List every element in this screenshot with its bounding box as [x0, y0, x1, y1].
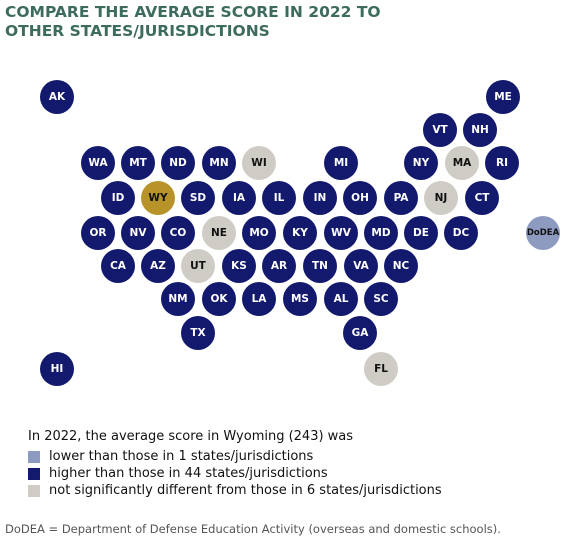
state-me: ME — [486, 80, 520, 114]
state-nj: NJ — [424, 181, 458, 215]
state-ut: UT — [181, 249, 215, 283]
legend-item-lower: lower than those in 1 states/jurisdictio… — [28, 448, 548, 465]
state-in: IN — [303, 181, 337, 215]
legend-item-higher: higher than those in 44 states/jurisdict… — [28, 465, 548, 482]
state-sd: SD — [181, 181, 215, 215]
state-id: ID — [101, 181, 135, 215]
legend-label-not-significant: not significantly different from those i… — [49, 483, 442, 498]
state-vt: VT — [423, 113, 457, 147]
state-co: CO — [161, 216, 195, 250]
state-ma: MA — [445, 146, 479, 180]
legend-label-higher: higher than those in 44 states/jurisdict… — [49, 466, 328, 481]
state-pa: PA — [384, 181, 418, 215]
state-wv: WV — [324, 216, 358, 250]
legend-intro: In 2022, the average score in Wyoming (2… — [28, 429, 354, 444]
state-tx: TX — [181, 316, 215, 350]
state-ms: MS — [283, 282, 317, 316]
legend-item-not-significant: not significantly different from those i… — [28, 482, 548, 499]
state-dodea: DoDEA — [526, 216, 560, 250]
state-ne: NE — [202, 216, 236, 250]
state-fl: FL — [364, 352, 398, 386]
state-nv: NV — [121, 216, 155, 250]
state-wi: WI — [242, 146, 276, 180]
state-la: LA — [242, 282, 276, 316]
state-or: OR — [81, 216, 115, 250]
state-nh: NH — [463, 113, 497, 147]
state-mn: MN — [202, 146, 236, 180]
state-dc: DC — [444, 216, 478, 250]
chart-title: COMPARE THE AVERAGE SCORE IN 2022 TO OTH… — [5, 3, 381, 40]
state-al: AL — [324, 282, 358, 316]
legend-label-lower: lower than those in 1 states/jurisdictio… — [49, 449, 314, 464]
state-il: IL — [262, 181, 296, 215]
state-ky: KY — [283, 216, 317, 250]
state-ct: CT — [465, 181, 499, 215]
legend: In 2022, the average score in Wyoming (2… — [28, 428, 548, 499]
state-ga: GA — [343, 316, 377, 350]
state-tn: TN — [303, 249, 337, 283]
state-nd: ND — [161, 146, 195, 180]
state-md: MD — [364, 216, 398, 250]
state-oh: OH — [343, 181, 377, 215]
state-nm: NM — [161, 282, 195, 316]
state-ar: AR — [262, 249, 296, 283]
state-tile-map: AK ME VT NH WA MT ND MN WI MI NY MA RI ID WY SD IA IL IN OH… — [40, 80, 560, 386]
state-hi: HI — [40, 352, 74, 386]
state-ks: KS — [222, 249, 256, 283]
state-mi: MI — [324, 146, 358, 180]
state-ak: AK — [40, 80, 74, 114]
state-ny: NY — [404, 146, 438, 180]
state-mo: MO — [242, 216, 276, 250]
legend-swatch-not-significant — [28, 484, 40, 497]
state-ri: RI — [485, 146, 519, 180]
state-nc: NC — [384, 249, 418, 283]
state-az: AZ — [141, 249, 175, 283]
state-ca: CA — [101, 249, 135, 283]
footnote: DoDEA = Department of Defense Education … — [5, 522, 501, 536]
state-sc: SC — [364, 282, 398, 316]
legend-swatch-lower — [28, 450, 40, 463]
state-de: DE — [404, 216, 438, 250]
state-wy: WY — [141, 181, 175, 215]
state-mt: MT — [121, 146, 155, 180]
state-ia: IA — [222, 181, 256, 215]
legend-swatch-higher — [28, 467, 40, 480]
state-wa: WA — [81, 146, 115, 180]
state-ok: OK — [202, 282, 236, 316]
state-va: VA — [344, 249, 378, 283]
